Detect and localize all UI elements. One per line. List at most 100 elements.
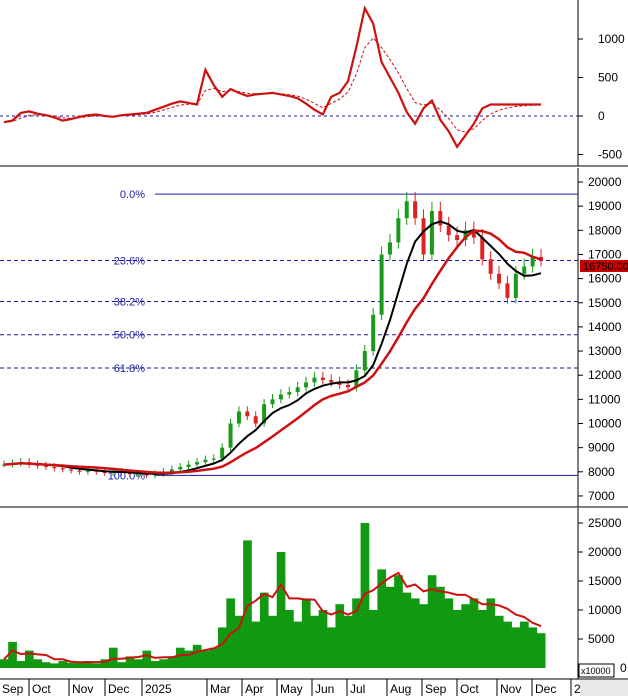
volume-ma-line <box>3 571 542 664</box>
x-axis: Sep Oct Nov Dec 2025 Mar Apr May Jun Jul Aug Sep Oct… <box>2 679 628 696</box>
volume-bar <box>494 615 504 668</box>
fib-label: 50.0% <box>114 330 145 342</box>
candle-body <box>337 382 342 385</box>
volume-bar <box>0 659 9 668</box>
volume-bar <box>217 627 227 668</box>
volume-bar <box>117 662 126 668</box>
x-tick-label: Dec <box>108 682 129 696</box>
volume-bar <box>176 647 185 668</box>
volume-bar <box>301 598 311 668</box>
volume-bar <box>259 592 269 668</box>
volume-bar <box>41 662 51 668</box>
candle-body <box>69 469 74 471</box>
volume-bar <box>444 598 454 668</box>
volume-unit-box <box>578 663 615 678</box>
volume-bar <box>243 540 252 668</box>
x-tick-label: Nov <box>500 682 521 696</box>
candle-body <box>228 423 233 448</box>
candle-body <box>253 416 258 424</box>
volume-bar <box>66 662 76 668</box>
oscillator-line <box>3 5 541 149</box>
volume-bar <box>142 650 152 668</box>
x-tick-label: 2025 <box>145 682 172 696</box>
candle-body <box>102 471 107 474</box>
candle-body <box>304 382 309 388</box>
ma-short-line <box>3 220 542 475</box>
y-tick-label: 17000 <box>588 247 622 261</box>
candle-body <box>404 201 409 219</box>
candle-body <box>513 273 518 298</box>
volume-bar <box>16 661 26 668</box>
volume-bar <box>528 627 538 668</box>
candle-body <box>136 474 141 476</box>
volume-bar <box>536 633 546 668</box>
candle-body <box>362 351 367 371</box>
candle-body <box>421 218 426 255</box>
volume-bar <box>419 604 429 668</box>
y-tick-label: 15000 <box>588 574 622 588</box>
y-tick-label: 10000 <box>588 417 622 431</box>
volume-bar <box>134 659 143 668</box>
fib-label: 61.8% <box>114 363 145 375</box>
volume-bar <box>8 641 17 668</box>
volume-bar <box>478 610 487 668</box>
volume-bar <box>394 575 403 668</box>
candle-body <box>85 470 90 472</box>
x-tick-label: Jun <box>315 682 334 696</box>
y-tick-label: 12000 <box>588 368 622 382</box>
x-tick-label: Jul <box>350 682 365 696</box>
y-tick-label: 0 <box>620 661 627 675</box>
volume-bar <box>167 656 177 668</box>
volume-bar <box>268 615 277 668</box>
y-tick-label: 8000 <box>588 465 615 479</box>
candle-body <box>52 466 57 469</box>
y-tick-label: 11000 <box>588 392 621 406</box>
x-tick-label: 2 <box>574 682 581 696</box>
volume-bar <box>33 659 43 668</box>
candle-body <box>505 283 510 298</box>
volume-bar <box>452 610 462 668</box>
x-tick-label: Sep <box>425 682 447 696</box>
y-tick-label: 18000 <box>588 223 622 237</box>
candle-body <box>203 459 208 463</box>
candle-body <box>471 230 476 238</box>
candle-body <box>438 210 443 226</box>
fib-label: 0.0% <box>120 189 145 201</box>
volume-bar <box>343 615 353 668</box>
volume-bar <box>276 552 286 668</box>
y-tick-label: -500 <box>598 148 622 162</box>
volume-bar <box>327 627 336 668</box>
volume-bar <box>377 569 387 668</box>
volume-bar <box>234 615 244 668</box>
fib-label: 23.6% <box>114 255 145 267</box>
candle-body <box>312 377 317 383</box>
x-tick-label: Oct <box>460 682 479 696</box>
volume-bar <box>285 610 294 668</box>
candle-body <box>429 210 434 255</box>
candle-body <box>178 466 183 470</box>
candle-body <box>278 394 283 400</box>
candle-body <box>488 259 493 274</box>
volume-bar <box>427 575 437 668</box>
y-tick-label: 14000 <box>588 320 622 334</box>
candle-body <box>379 254 384 315</box>
candle-body <box>127 473 132 475</box>
y-tick-label: 5000 <box>588 632 615 646</box>
last-price-badge <box>580 260 628 272</box>
candle-body <box>346 384 351 388</box>
volume-bar <box>461 604 470 668</box>
y-tick-label: 1000 <box>598 32 625 46</box>
last-price-label: 16750.00 <box>583 261 628 273</box>
candle-body <box>2 464 6 466</box>
candle-body <box>497 273 502 284</box>
volume-bar <box>352 598 361 668</box>
candle-body <box>413 201 418 219</box>
volume-bar <box>310 615 319 668</box>
volume-bar <box>75 662 85 668</box>
volume-bar <box>511 627 521 668</box>
y-tick-label: 25000 <box>588 516 622 530</box>
candle-body <box>144 474 149 476</box>
volume-bar <box>24 650 34 668</box>
y-tick-label: 20000 <box>588 175 622 189</box>
